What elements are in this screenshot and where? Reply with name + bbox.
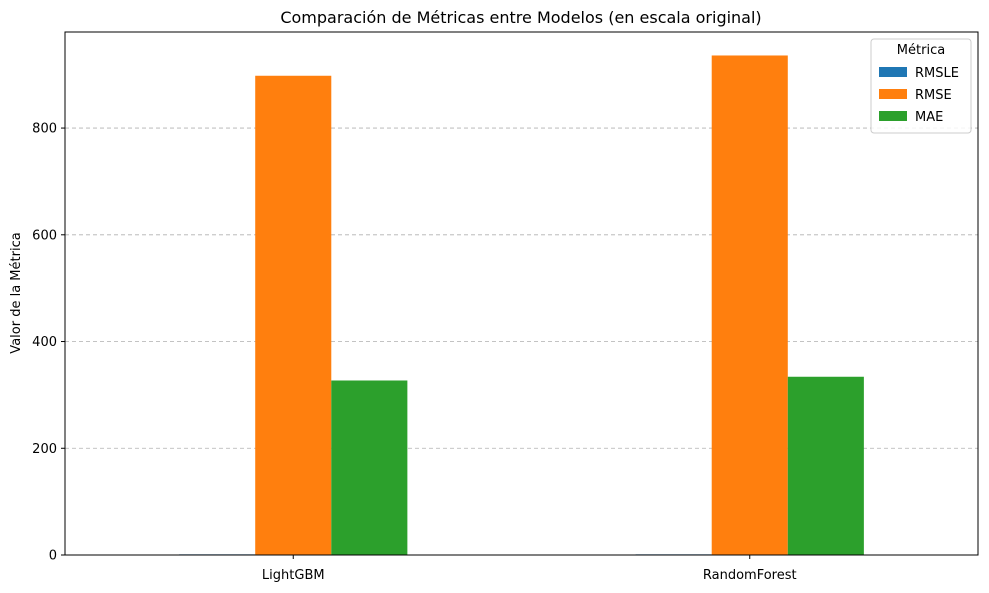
bar-mae-lightgbm [331, 380, 408, 555]
y-tick-label: 400 [32, 335, 57, 350]
y-tick-label: 200 [32, 442, 57, 457]
grid-lines [65, 127, 978, 449]
legend-label-rmse: RMSE [915, 88, 952, 103]
legend-label-mae: MAE [915, 110, 943, 125]
bar-mae-randomforest [787, 376, 864, 555]
x-tick-label: LightGBM [262, 568, 325, 583]
y-axis-label: Valor de la Métrica [9, 232, 24, 353]
legend-swatch-rmse [879, 89, 907, 99]
legend-swatch-mae [879, 111, 907, 121]
legend-label-rmsle: RMSLE [915, 66, 959, 81]
axes: 0 200 400 600 800 LightGBM RandomForest [32, 122, 796, 583]
y-tick-label: 800 [32, 122, 57, 137]
bar-rmse-lightgbm [255, 75, 332, 555]
y-tick-label: 0 [49, 549, 57, 564]
legend: Métrica RMSLE RMSE MAE [870, 38, 972, 134]
bar-rmse-randomforest [711, 55, 788, 556]
legend-swatch-rmsle [879, 67, 907, 77]
bars [179, 55, 864, 556]
y-tick-label: 600 [32, 228, 57, 243]
legend-title: Métrica [897, 43, 945, 58]
plot-area-frame [64, 31, 979, 556]
x-tick-label: RandomForest [703, 568, 797, 583]
legend-box [870, 38, 972, 134]
chart-title: Comparación de Métricas entre Modelos (e… [280, 8, 761, 27]
